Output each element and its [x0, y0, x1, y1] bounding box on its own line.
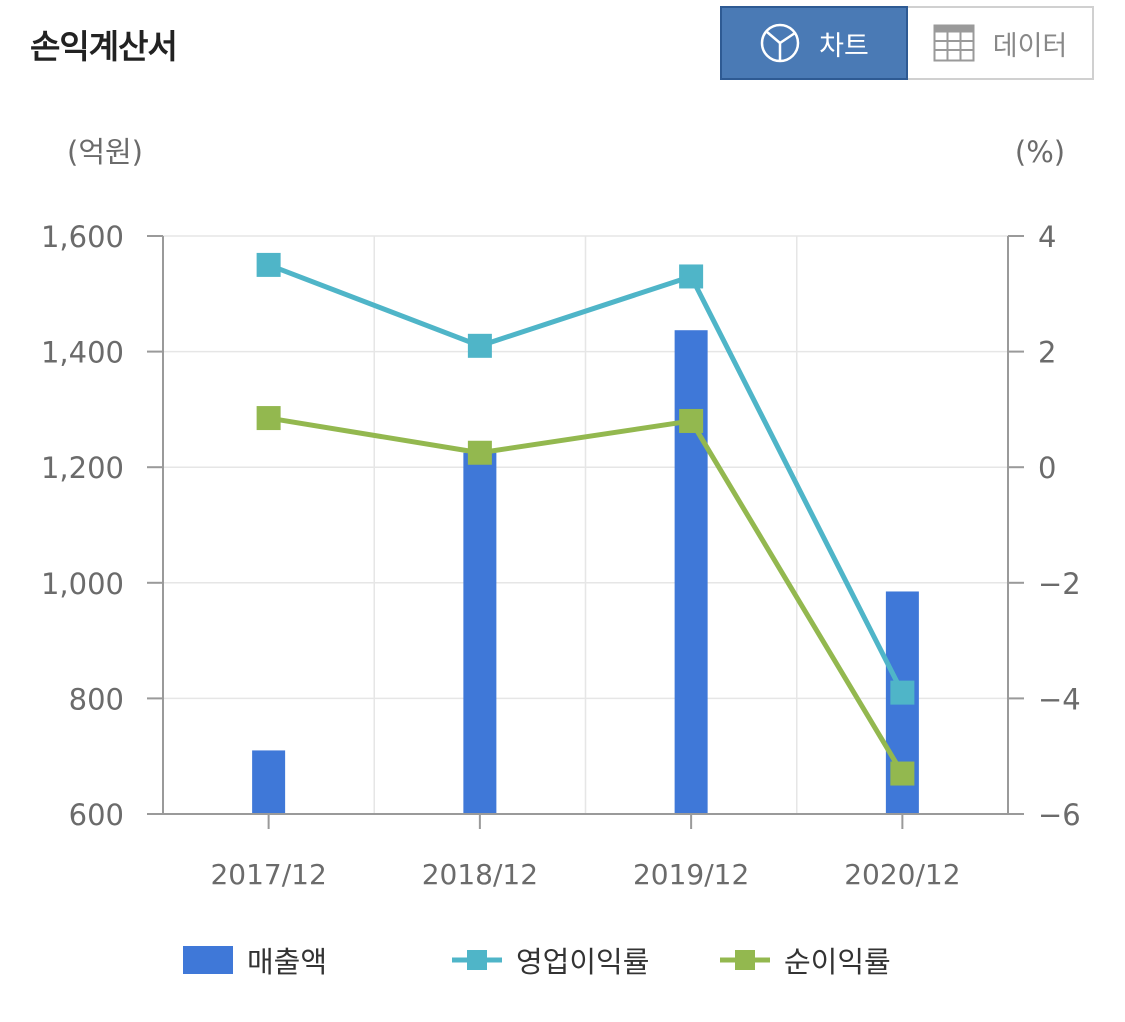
left-axis-tick-label: 1,600	[41, 220, 124, 254]
page-title: 손익계산서	[30, 27, 178, 66]
legend-label: 매출액	[247, 945, 328, 979]
right-axis-tick-label: −6	[1038, 798, 1081, 832]
point-순이익률-2017/12	[256, 406, 281, 431]
left-axis-tick-label: 800	[69, 682, 124, 716]
line-영업이익률	[267, 262, 905, 694]
point-영업이익률-2017/12	[256, 252, 281, 277]
right-axis-tick-label: 2	[1038, 336, 1056, 370]
legend-label: 영업이익률	[516, 945, 650, 979]
chart-view-button[interactable]: 차트	[720, 6, 908, 80]
line-순이익률	[268, 415, 905, 775]
chart-legend: 매출액 영업이익률 순이익률	[0, 938, 1125, 982]
x-axis-tick-label: 2018/12	[422, 858, 538, 891]
bar-2018/12	[463, 452, 497, 814]
x-axis-tick-label: 2017/12	[210, 858, 326, 891]
legend-label: 순이익률	[784, 945, 891, 979]
left-axis-tick-label: 1,200	[41, 451, 124, 485]
right-axis-tick-label: 0	[1038, 451, 1056, 485]
point-순이익률-2018/12	[467, 440, 492, 465]
data-view-label: 데이터	[992, 30, 1068, 62]
bar-2017/12	[252, 750, 286, 814]
point-영업이익률-2019/12	[679, 264, 704, 289]
legend-item-영업이익률[interactable]: 영업이익률	[452, 938, 649, 982]
x-axis-tick-label: 2020/12	[844, 858, 960, 891]
right-axis-tick-label: −2	[1038, 567, 1081, 601]
right-axis-unit-label: (%)	[1015, 135, 1065, 169]
right-axis-tick-label: 4	[1038, 220, 1056, 254]
left-axis-tick-label: 1,000	[41, 567, 124, 601]
data-view-button[interactable]: 데이터	[908, 6, 1094, 80]
point-순이익률-2020/12	[890, 761, 915, 786]
bar-2019/12	[674, 330, 708, 814]
left-axis-unit-label: (억원)	[67, 135, 143, 169]
table-grid-icon	[933, 24, 975, 62]
right-axis-tick-label: −4	[1038, 682, 1081, 716]
point-영업이익률-2020/12	[890, 680, 915, 705]
point-영업이익률-2018/12	[467, 333, 492, 358]
legend-item-매출액[interactable]: 매출액	[183, 938, 327, 982]
left-axis-tick-label: 1,400	[41, 336, 124, 370]
point-순이익률-2019/12	[679, 408, 704, 433]
line-marker-swatch-icon	[452, 950, 502, 970]
line-marker-swatch-icon	[720, 950, 770, 970]
chart-view-label: 차트	[819, 30, 869, 62]
bar-swatch-icon	[183, 946, 233, 974]
pie-chart-icon	[759, 22, 801, 64]
legend-item-순이익률[interactable]: 순이익률	[720, 938, 891, 982]
x-axis-tick-label: 2019/12	[633, 858, 749, 891]
left-axis-tick-label: 600	[69, 798, 124, 832]
profit-loss-chart: 600 800 1,000 1,200 1,400 1,600 −6 −4 −2 0 2 4 2017/…	[41, 135, 1081, 891]
view-toggle: 차트 데이터	[720, 6, 1094, 80]
